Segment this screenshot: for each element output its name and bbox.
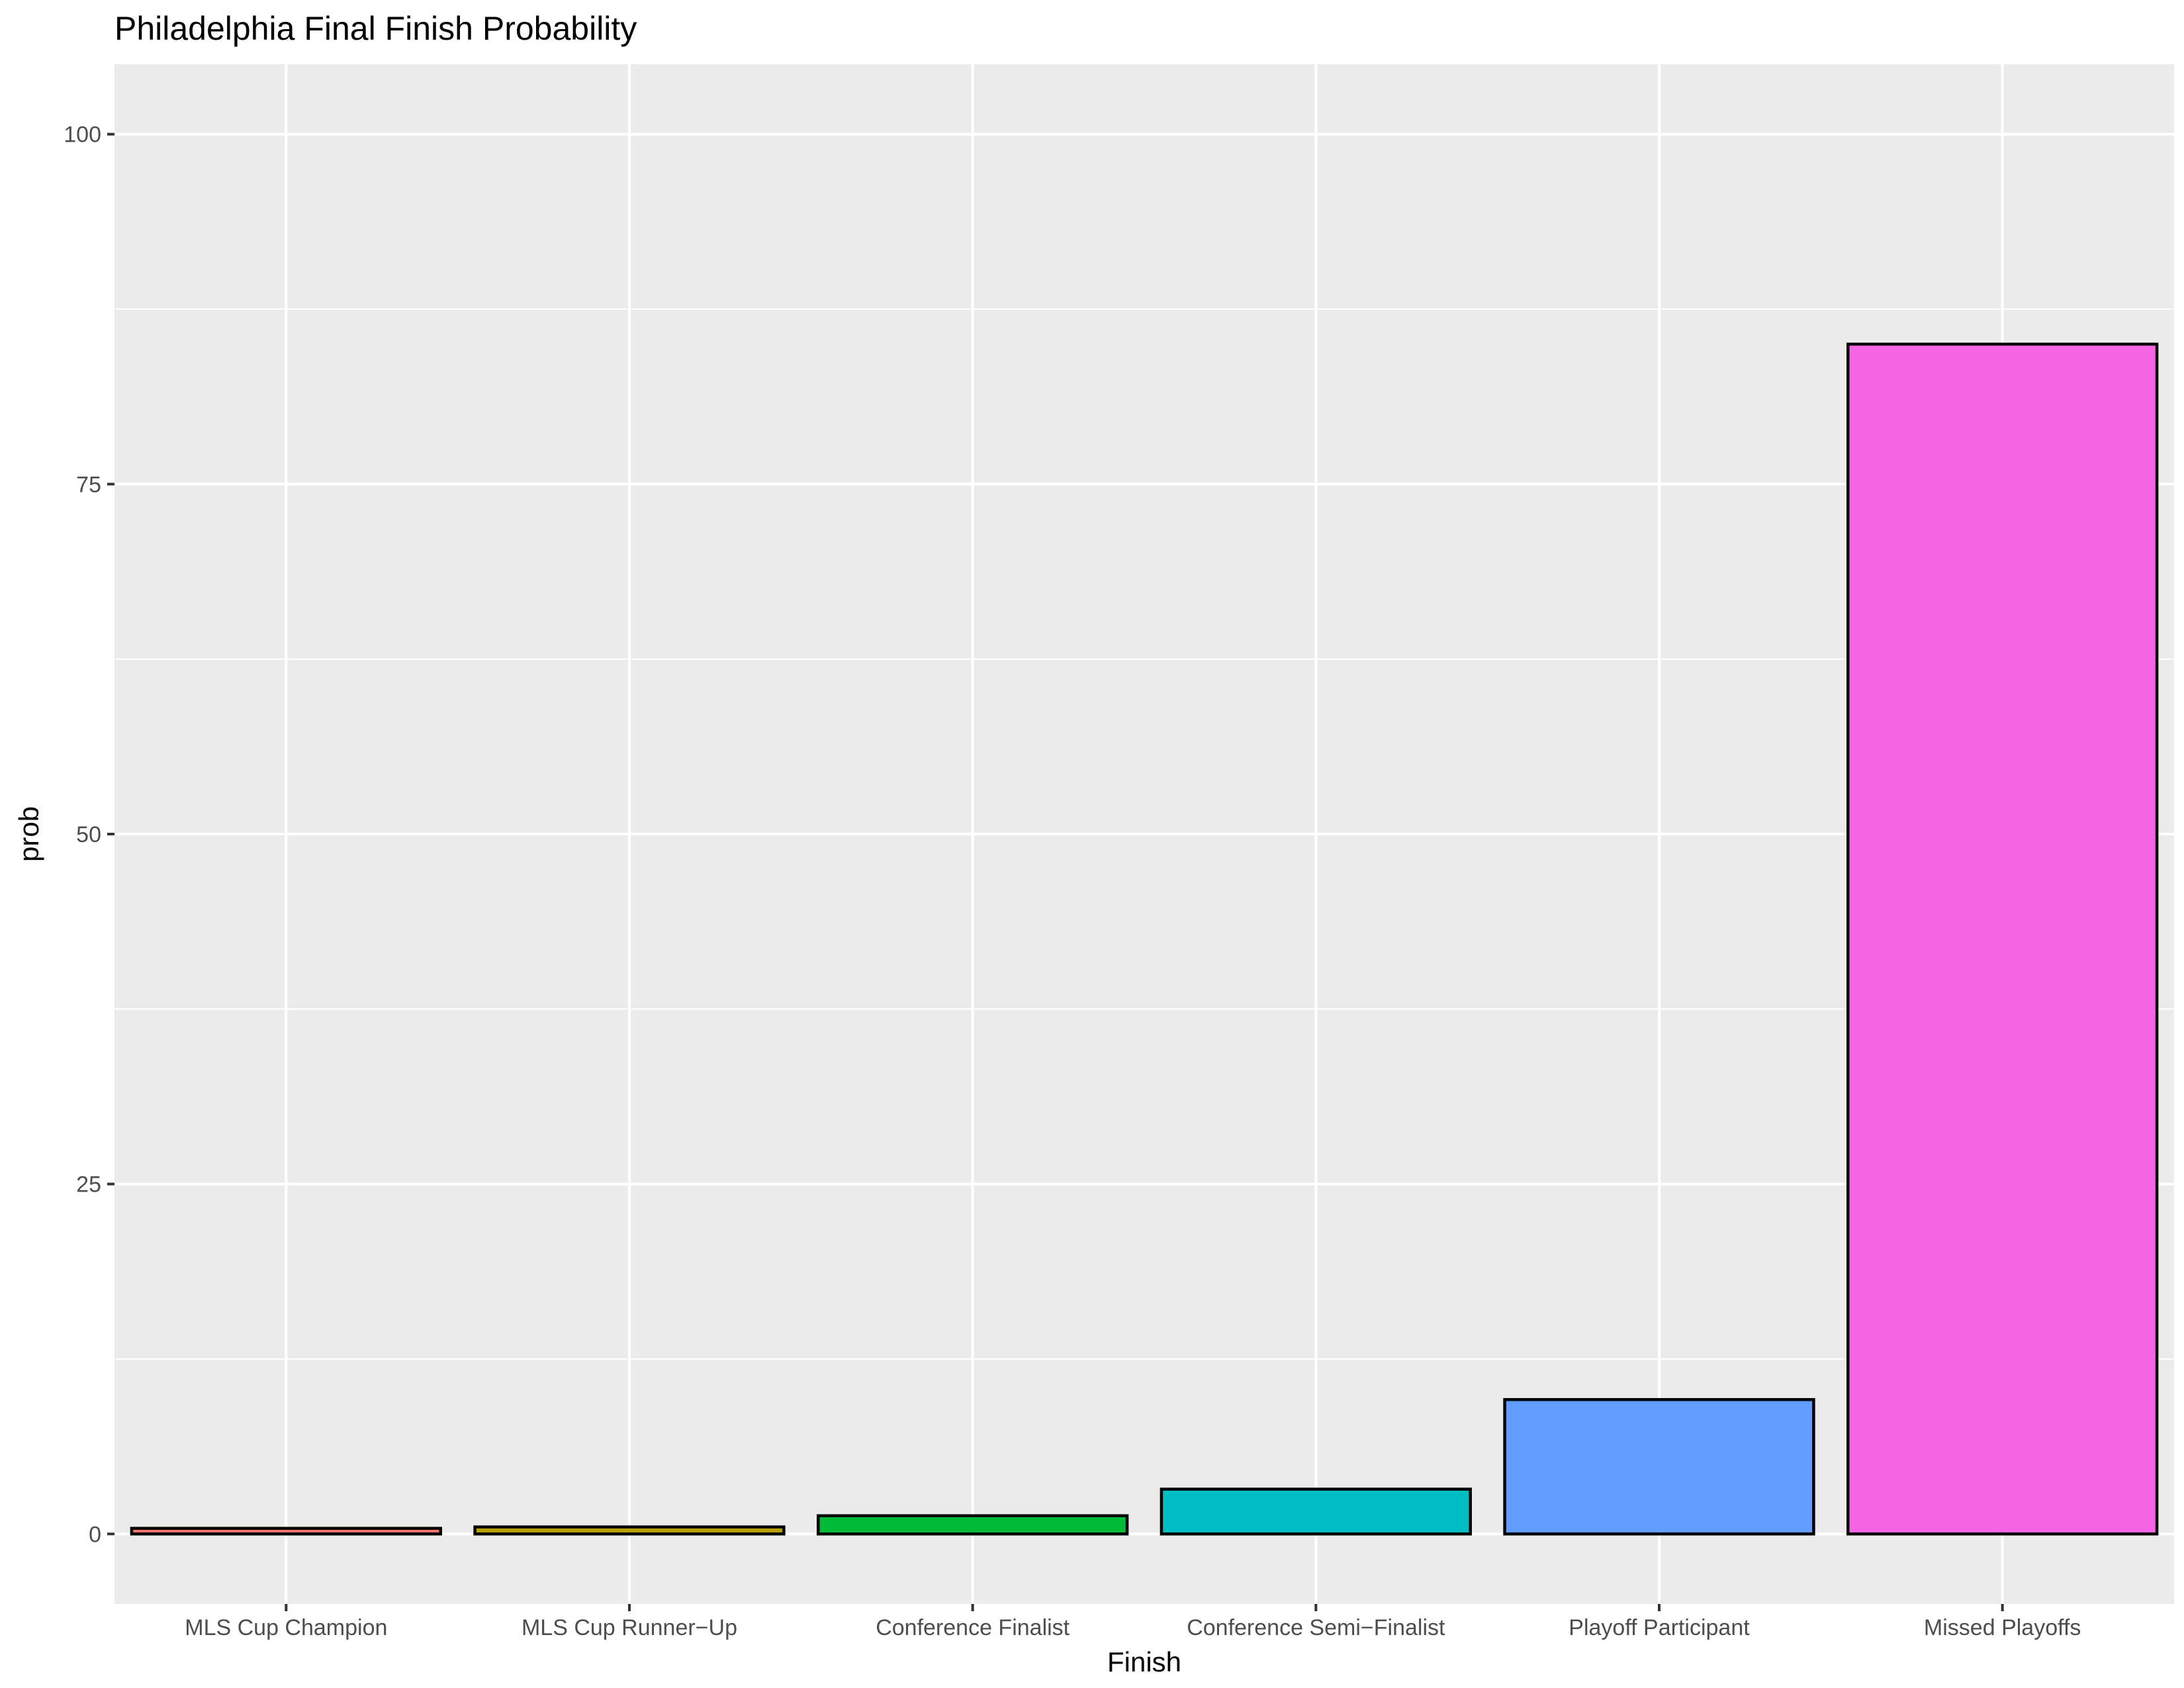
x-tick-label: Conference Finalist — [876, 1615, 1069, 1640]
y-axis: 0 25 50 75 100 — [64, 122, 114, 1547]
x-tick-label: Playoff Participant — [1569, 1615, 1750, 1640]
x-axis-title: Finish — [1107, 1646, 1181, 1677]
bar — [1160, 1487, 1472, 1536]
x-tick-label: MLS Cup Champion — [185, 1615, 387, 1640]
bar — [1503, 1398, 1815, 1536]
x-tick-label: MLS Cup Runner−Up — [522, 1615, 737, 1640]
y-tick-label: 25 — [76, 1172, 101, 1197]
bar — [130, 1526, 442, 1536]
bar — [1846, 342, 2159, 1536]
y-tick-label: 75 — [76, 472, 101, 497]
x-tick-label: Missed Playoffs — [1924, 1615, 2081, 1640]
y-axis-title: prob — [13, 806, 44, 862]
y-tick-label: 50 — [76, 822, 101, 847]
y-tick-label: 0 — [89, 1522, 101, 1547]
x-tick-label: Conference Semi−Finalist — [1187, 1615, 1445, 1640]
bar — [473, 1525, 786, 1536]
minor-gridlines — [114, 308, 2174, 1360]
bars — [130, 342, 2159, 1536]
chart-title: Philadelphia Final Finish Probability — [114, 10, 637, 47]
y-tick-label: 100 — [64, 122, 101, 148]
x-axis: MLS Cup Champion MLS Cup Runner−Up Confere… — [185, 1604, 2081, 1640]
bar — [817, 1514, 1129, 1536]
